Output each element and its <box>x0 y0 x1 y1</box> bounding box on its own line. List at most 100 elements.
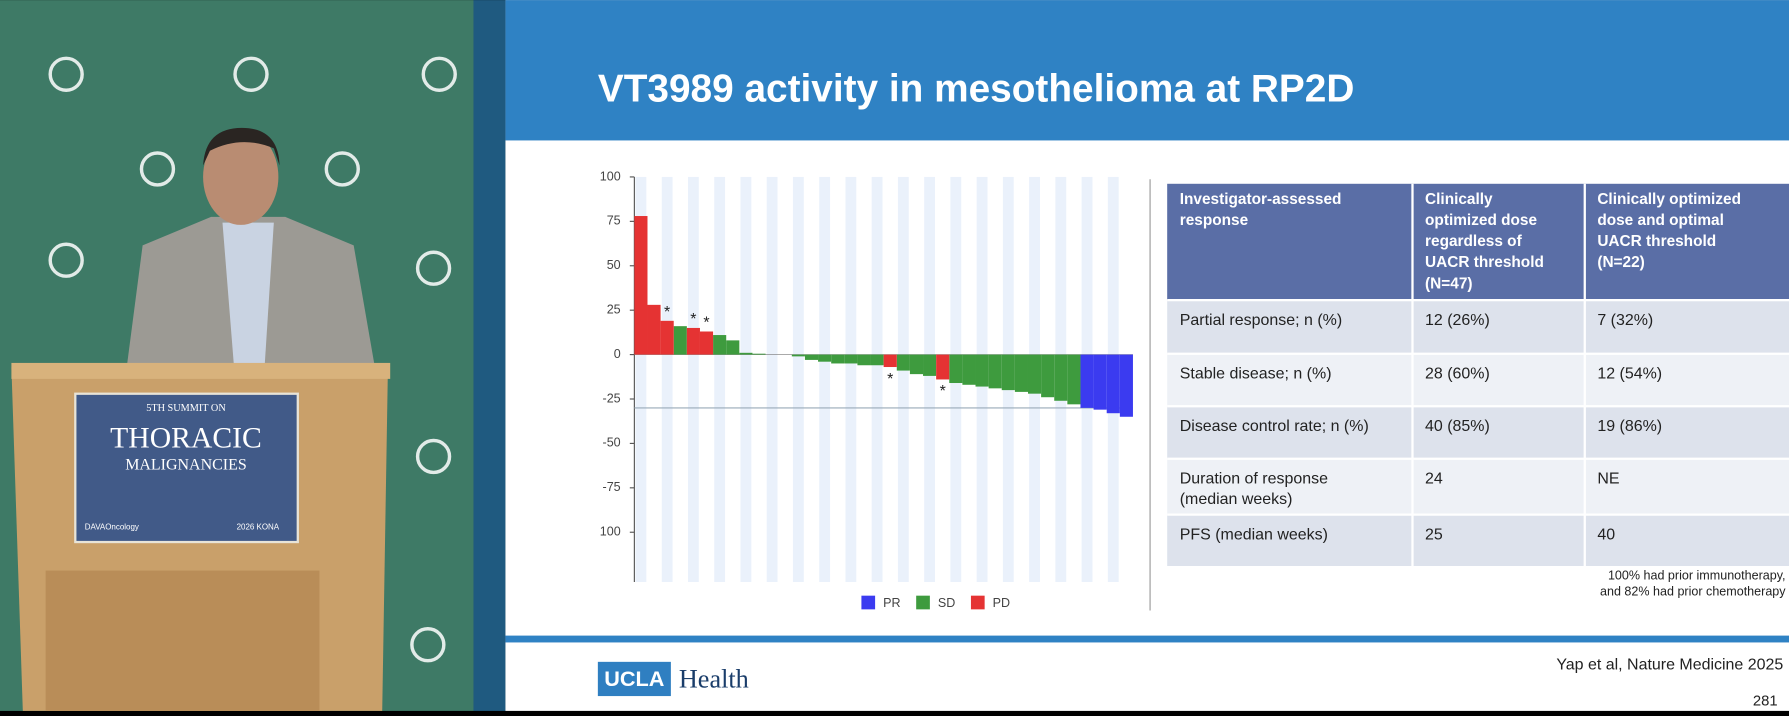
annotation: * <box>940 383 946 400</box>
logo-text: Health <box>679 664 749 693</box>
table-header-cell: (N=47) <box>1425 275 1472 292</box>
bar <box>1119 354 1133 417</box>
podium-text: THORACIC <box>110 422 262 454</box>
y-tick-label: 50 <box>607 258 621 272</box>
bar <box>739 352 753 355</box>
table-header-cell: response <box>1180 212 1249 229</box>
table-cell: Partial response; n (%) <box>1180 312 1342 329</box>
table-cell: 7 (32%) <box>1597 312 1653 329</box>
bar <box>660 320 674 355</box>
table-header-cell: dose and optimal <box>1597 212 1724 229</box>
bar <box>804 354 819 360</box>
bar <box>1067 354 1081 405</box>
annotation: * <box>703 315 709 332</box>
bar <box>1054 354 1068 401</box>
table-cell: 19 (86%) <box>1597 418 1662 435</box>
bar <box>949 354 963 384</box>
page-number: 281 <box>1753 694 1778 710</box>
table-header-cell: UACR threshold <box>1425 254 1544 271</box>
bar <box>1080 354 1094 408</box>
bar <box>1001 354 1015 391</box>
podium-text: 2026 KONA <box>237 522 280 531</box>
column-stripe <box>897 176 909 582</box>
logo-box <box>597 661 671 697</box>
y-tick-label: 100 <box>600 169 621 183</box>
annotation: * <box>690 311 696 328</box>
column-stripe <box>740 176 752 582</box>
table-header-cell: Clinically optimized <box>1597 191 1741 208</box>
bar <box>883 354 897 368</box>
table-row-bg <box>1167 353 1789 407</box>
bar <box>844 354 858 364</box>
column-stripe <box>766 176 778 582</box>
y-tick-label: 75 <box>607 214 621 228</box>
bar <box>936 354 950 380</box>
table-cell: 12 (54%) <box>1597 366 1662 383</box>
bar <box>1106 354 1120 414</box>
speaker <box>125 127 377 377</box>
column-stripe <box>845 176 857 582</box>
bar <box>870 354 884 366</box>
table-header-cell: UACR threshold <box>1597 233 1716 250</box>
backdrop-logos <box>48 56 457 663</box>
table-cell: Duration of response <box>1180 471 1328 488</box>
podium-text: MALIGNANCIES <box>125 456 247 473</box>
bar <box>818 354 832 362</box>
bar <box>831 354 845 364</box>
column-stripe <box>661 176 673 582</box>
footnote: 100% had prior immunotherapy, <box>1608 569 1786 583</box>
legend-label: PR <box>883 596 900 610</box>
table-cell: 28 (60%) <box>1425 366 1490 383</box>
table-cell: 40 <box>1597 526 1615 543</box>
table-cell: (median weeks) <box>1180 491 1293 508</box>
table-row-bg <box>1167 458 1789 515</box>
table-row-bg <box>1167 514 1789 567</box>
annotation: * <box>887 371 893 388</box>
bar <box>673 326 687 355</box>
column-stripe <box>714 176 726 582</box>
slide-footer-rule <box>505 635 1789 643</box>
divider <box>473 0 506 711</box>
bar <box>1027 354 1042 394</box>
bar <box>699 331 714 355</box>
table-cell: 40 (85%) <box>1425 418 1490 435</box>
annotation: * <box>664 304 670 321</box>
bar <box>988 354 1002 389</box>
table-cell: Stable disease; n (%) <box>1180 366 1332 383</box>
table-header-cell: optimized dose <box>1425 212 1537 229</box>
legend-label: PD <box>993 596 1010 610</box>
legend-swatch <box>861 595 876 610</box>
column-stripe <box>924 176 936 582</box>
y-tick-label: -25 <box>603 391 621 405</box>
table-header-bg <box>1167 183 1789 301</box>
bar <box>686 327 700 355</box>
logo-mark: UCLA <box>604 666 665 691</box>
column-stripe <box>819 176 831 582</box>
legend-label: SD <box>938 596 955 610</box>
column-stripe <box>871 176 883 582</box>
bar <box>909 354 924 375</box>
bar <box>857 354 871 366</box>
table-header-cell: regardless of <box>1425 233 1523 250</box>
bar <box>923 354 937 376</box>
y-tick-label: -75 <box>603 480 621 494</box>
bar <box>1093 354 1107 410</box>
footnote: and 82% had prior chemotherapy <box>1600 585 1786 599</box>
bar <box>1041 354 1055 398</box>
bar <box>713 335 727 355</box>
table-cell: 24 <box>1425 471 1443 488</box>
citation: Yap et al, Nature Medicine 2025 <box>1556 656 1783 673</box>
column-stripe <box>635 176 647 582</box>
table-row-bg <box>1167 406 1789 459</box>
y-tick-label: 25 <box>607 302 621 316</box>
bar <box>752 353 766 355</box>
bar <box>975 354 989 387</box>
slide-header <box>505 0 1789 141</box>
table-cell: Disease control rate; n (%) <box>1180 418 1369 435</box>
table-row-bg <box>1167 300 1789 354</box>
table-cell: 25 <box>1425 526 1443 543</box>
bar <box>1014 354 1028 392</box>
podium-text: 5TH SUMMIT ON <box>146 403 226 414</box>
table-header-cell: Investigator-assessed <box>1180 191 1342 208</box>
bar <box>726 340 740 355</box>
